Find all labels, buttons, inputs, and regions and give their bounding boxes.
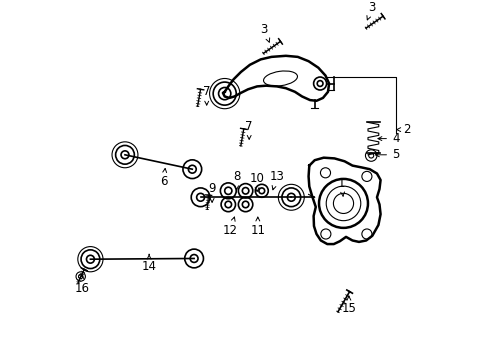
Text: 2: 2 [396,123,409,136]
Text: 1: 1 [337,177,345,196]
Text: 5: 5 [375,148,399,161]
Text: 14: 14 [142,254,156,273]
Text: 11: 11 [250,217,265,237]
Text: 12: 12 [222,217,237,237]
Text: 10: 10 [249,172,264,192]
Text: 13: 13 [269,170,284,190]
Text: 15: 15 [341,296,356,315]
Text: 3: 3 [260,23,269,42]
Text: 6: 6 [160,168,167,188]
Text: 16: 16 [74,275,89,294]
Text: 8: 8 [232,170,240,190]
Text: 3: 3 [366,1,375,20]
Text: 4: 4 [377,132,399,145]
Text: 7: 7 [203,85,210,105]
Text: 7: 7 [245,120,252,139]
Text: 9: 9 [208,183,215,202]
